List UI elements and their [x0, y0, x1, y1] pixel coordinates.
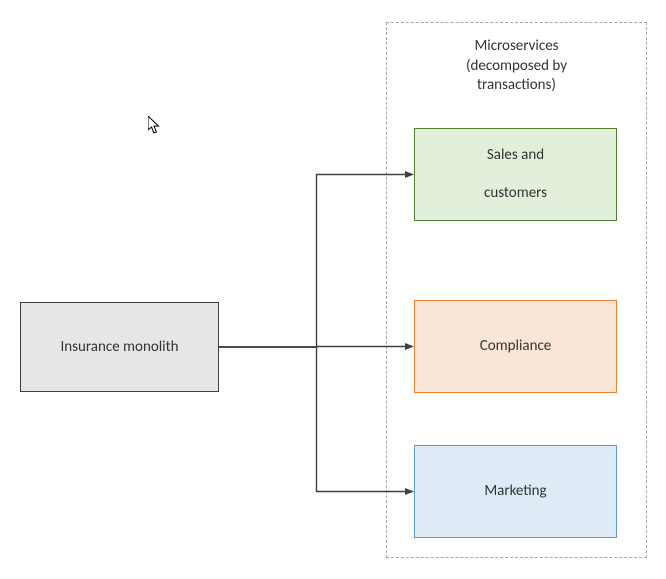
microservices-title-line1: Microservices [474, 37, 558, 55]
microservices-title-line2: (decomposed by [466, 57, 567, 75]
cursor-icon [148, 116, 164, 136]
node-sales-and-customers: Sales and customers [414, 128, 617, 221]
edge-monolith-to-compliance [219, 347, 405, 348]
node-compliance: Compliance [414, 300, 617, 393]
microservices-container-title: Microservices (decomposed by transaction… [387, 37, 646, 96]
edge-monolith-to-sales [219, 175, 405, 348]
node-sales-line1: Sales and [487, 146, 544, 165]
node-marketing: Marketing [414, 445, 617, 538]
node-insurance-monolith-label: Insurance monolith [60, 338, 178, 357]
node-sales-line2: customers [484, 184, 547, 203]
node-compliance-label: Compliance [480, 337, 552, 356]
node-marketing-label: Marketing [484, 482, 546, 501]
node-insurance-monolith: Insurance monolith [20, 302, 219, 392]
microservices-title-line3: transactions) [477, 76, 556, 94]
edge-monolith-to-marketing [219, 347, 405, 492]
